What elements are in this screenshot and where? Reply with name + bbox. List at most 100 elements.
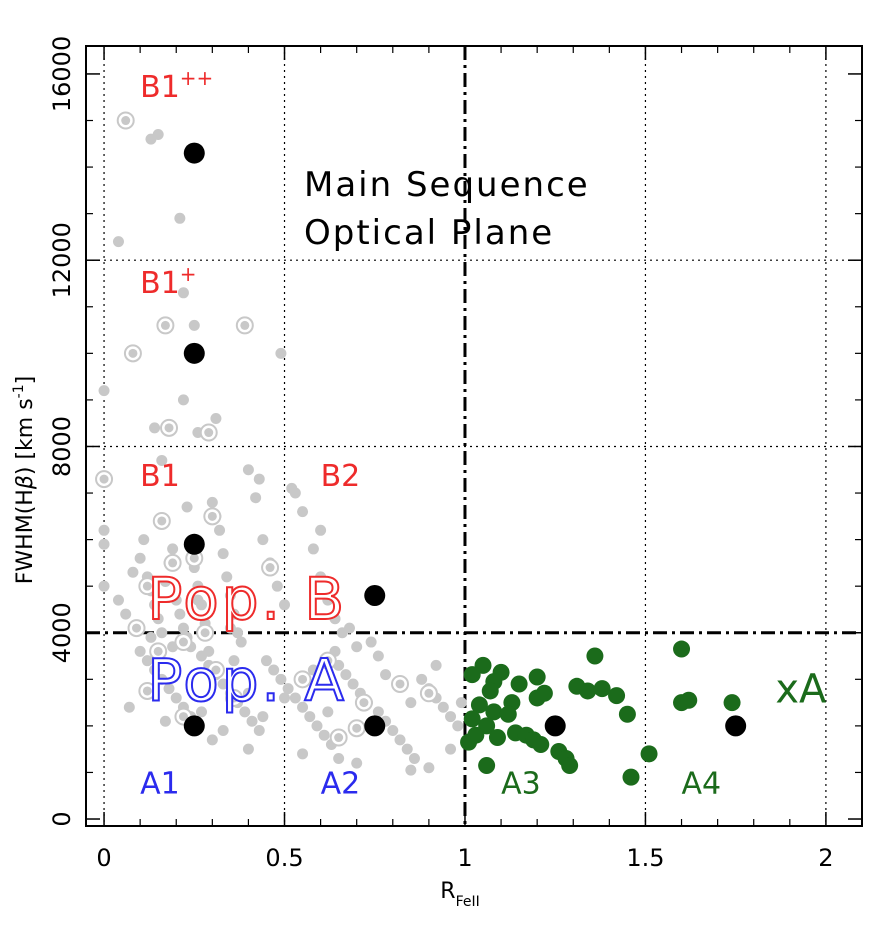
grey-data-point [123,701,135,713]
grey-data-point [134,645,146,657]
ring-data-point-core [352,723,362,733]
grey-data-point [297,506,309,518]
ring-data-point-core [168,558,178,568]
grey-data-point [279,599,291,611]
plot-frame [85,45,863,827]
grey-data-point [246,715,258,727]
chart-title-line: Optical Plane [304,213,554,253]
grey-data-point [214,524,226,536]
ring-data-point-core [153,646,163,656]
ring-data-point-core [359,698,369,708]
green-data-point [485,703,503,721]
x-tick-label: 1 [457,844,472,872]
grey-data-point [445,711,457,723]
grey-data-point [98,524,110,536]
grey-data-point [430,659,442,671]
grey-data-point [279,692,291,704]
grey-data-point [167,543,179,555]
grey-data-point [195,650,207,662]
grey-data-point [206,496,218,508]
grey-data-point [311,720,323,732]
grey-data-point [228,608,240,620]
grey-data-point [112,236,124,248]
grey-data-point [268,664,280,676]
grey-data-point [174,608,186,620]
grey-data-point [120,608,132,620]
grey-data-point [452,720,464,732]
grey-data-point [235,636,247,648]
ring-data-point-core [240,320,250,330]
black-data-point [364,584,386,606]
grey-data-point [181,501,193,513]
grey-data-point [322,594,334,606]
grey-data-point [98,580,110,592]
grey-data-point [315,571,327,583]
bin-label-b2: B2 [321,459,361,494]
green-data-point [532,736,550,754]
grey-data-point [242,687,254,699]
bin-label-a4: A4 [682,766,722,801]
x-tick-label: 2 [818,844,833,872]
grey-data-point [149,599,161,611]
green-data-point [535,684,553,702]
green-data-point [608,687,626,705]
grey-data-point [138,534,150,546]
grey-data-point [318,729,330,741]
grey-data-point [242,464,254,476]
grey-data-point [405,697,417,709]
ring-data-point-core [265,563,275,573]
grey-data-point [297,701,309,713]
green-data-point [723,694,741,712]
grey-data-point [372,650,384,662]
grey-data-point [195,706,207,718]
grey-data-point [351,641,363,653]
grey-data-point [405,764,417,776]
grey-data-point [343,622,355,634]
grey-data-point [253,473,265,485]
ring-data-point-core [128,348,138,358]
grey-data-point [340,669,352,681]
grey-data-point [271,580,283,592]
grey-data-point [408,752,420,764]
ring-data-point-core [189,553,199,563]
grey-data-point [347,678,359,690]
grey-data-point [170,594,182,606]
grey-data-point [156,673,168,685]
y-axis-label: FWHM(Hβ) [km s-1] [11,376,38,584]
grey-data-point [322,706,334,718]
x-tick-label: 1.5 [626,844,664,872]
grey-data-point [365,636,377,648]
grey-data-point [275,673,287,685]
grey-data-point [401,743,413,755]
grey-data-point [98,385,110,397]
green-data-point [470,696,488,714]
grey-data-point [188,319,200,331]
grey-data-point [221,571,233,583]
green-data-point [528,668,546,686]
black-data-point [183,142,205,164]
green-data-point [463,710,481,728]
population-label-pop-a: Pop. A [147,646,347,714]
grey-data-point [217,725,229,737]
bin-label-b1p: B1+ [140,262,196,301]
grey-data-point [239,706,251,718]
grey-data-point [149,664,161,676]
y-tick-label: 4000 [48,602,76,663]
green-data-point [467,726,485,744]
green-data-point [622,768,640,786]
ring-data-point-core [121,116,131,126]
green-data-point [478,756,496,774]
grey-data-point [372,706,384,718]
grey-data-point [455,697,467,709]
green-data-point [499,705,517,723]
bin-label-b1pp: B1++ [140,66,213,105]
grey-data-point [416,673,428,685]
green-data-point [640,745,658,763]
y-tick-label: 0 [48,811,76,826]
grey-data-point [192,580,204,592]
ring-data-point-core [207,511,217,521]
grey-data-point [177,622,189,634]
grey-data-point [329,613,341,625]
grey-data-point [260,655,272,667]
